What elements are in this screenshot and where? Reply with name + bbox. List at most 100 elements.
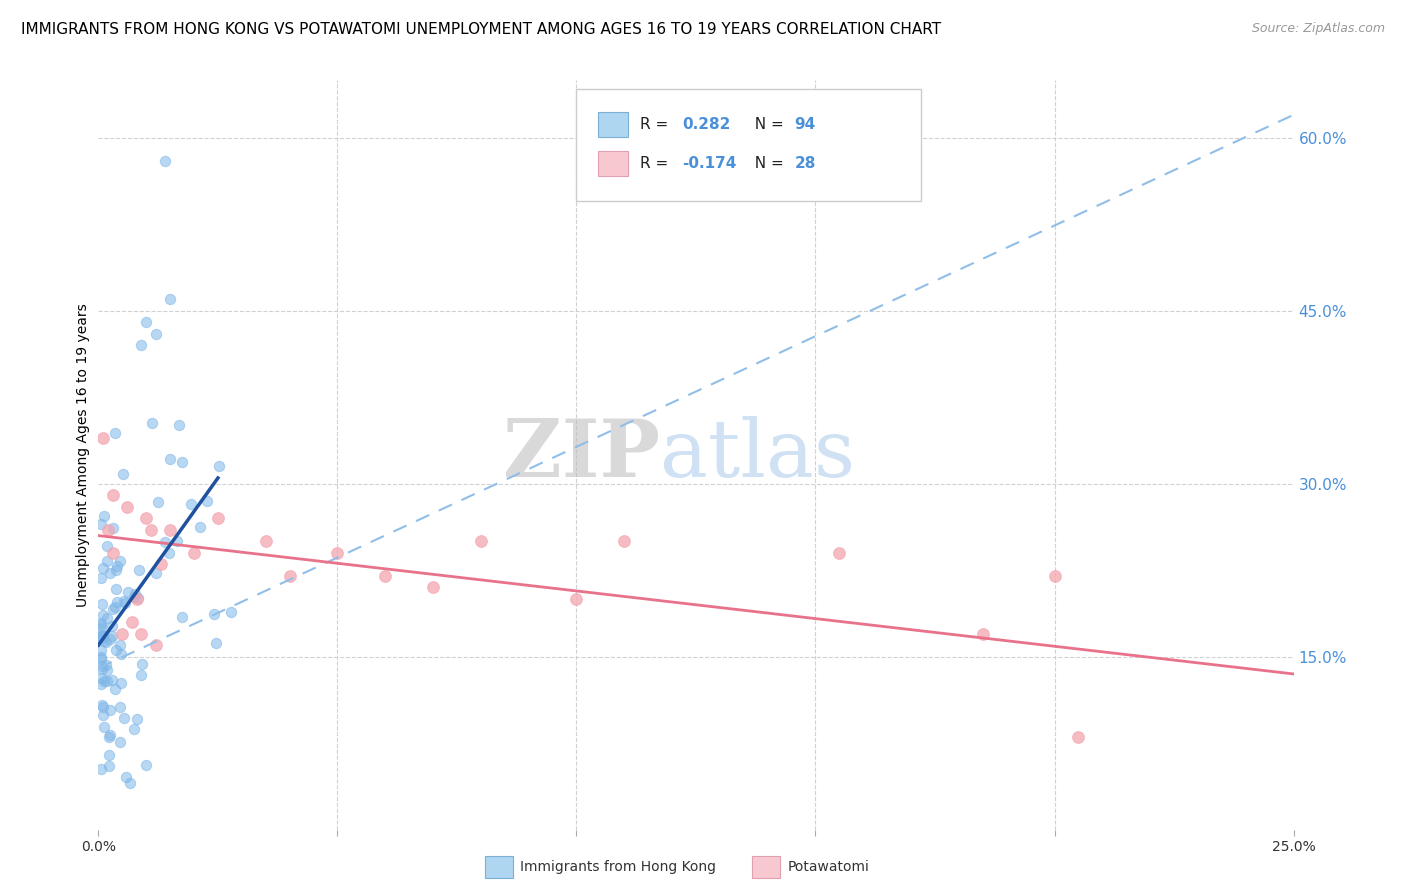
Point (565, 592, 588, 607)
Point (159, 546, 181, 560)
Point (91, 662, 114, 676)
Point (98, 703, 121, 717)
Point (104, 600, 127, 615)
Text: IMMIGRANTS FROM HONG KONG VS POTAWATOMI UNEMPLOYMENT AMONG AGES 16 TO 19 YEARS C: IMMIGRANTS FROM HONG KONG VS POTAWATOMI … (21, 22, 941, 37)
Point (145, 566, 167, 580)
Point (93, 720, 115, 734)
Point (101, 521, 124, 535)
Point (91, 707, 114, 722)
Point (97, 730, 120, 744)
Point (207, 511, 229, 525)
Point (112, 711, 135, 725)
Point (91, 597, 114, 611)
Point (145, 326, 167, 341)
Point (110, 676, 132, 690)
Point (90, 652, 112, 666)
Point (172, 609, 194, 624)
Point (90, 642, 112, 657)
Point (121, 615, 143, 629)
Point (128, 563, 150, 577)
Point (204, 607, 226, 621)
Point (828, 546, 851, 560)
Point (188, 519, 211, 533)
Point (90, 618, 112, 632)
Point (129, 668, 152, 682)
Point (115, 500, 138, 514)
Point (195, 494, 218, 508)
Point (90, 621, 112, 635)
Point (110, 554, 132, 568)
Point (180, 497, 202, 511)
Point (90, 762, 112, 776)
Text: atlas: atlas (661, 416, 855, 494)
Text: N =: N = (745, 156, 789, 170)
Point (124, 586, 146, 600)
Text: R =: R = (640, 156, 673, 170)
Point (96, 663, 118, 677)
Y-axis label: Unemployment Among Ages 16 to 19 years: Unemployment Among Ages 16 to 19 years (76, 303, 90, 607)
Point (91, 628, 114, 642)
Point (115, 770, 138, 784)
Point (96, 674, 118, 689)
Point (145, 638, 167, 652)
Point (166, 533, 188, 548)
Point (97, 523, 120, 537)
Point (112, 593, 135, 607)
Point (422, 581, 444, 595)
Point (90, 517, 112, 532)
Point (96, 539, 118, 553)
Point (94, 635, 117, 649)
Point (125, 592, 148, 607)
Point (118, 776, 141, 790)
Text: 0.282: 0.282 (682, 118, 730, 132)
Point (91, 431, 114, 445)
Point (105, 595, 128, 609)
Point (141, 417, 163, 431)
Point (972, 626, 994, 640)
Point (110, 638, 132, 652)
Text: Source: ZipAtlas.com: Source: ZipAtlas.com (1251, 22, 1385, 36)
Text: Immigrants from Hong Kong: Immigrants from Hong Kong (520, 860, 716, 874)
Point (159, 523, 181, 537)
Point (127, 591, 149, 606)
Point (139, 523, 162, 537)
Point (101, 546, 124, 560)
Text: 28: 28 (794, 156, 815, 170)
Point (93, 633, 115, 648)
Point (146, 495, 169, 509)
Point (90, 615, 112, 630)
Point (91, 607, 114, 622)
Point (91, 629, 114, 643)
Point (96, 553, 118, 567)
Point (167, 418, 190, 433)
Point (96, 658, 118, 673)
Point (205, 635, 228, 649)
Point (90, 631, 112, 645)
Point (90, 629, 112, 643)
Point (117, 585, 139, 599)
Point (159, 451, 181, 466)
Point (105, 582, 128, 597)
Text: Potawatomi: Potawatomi (787, 860, 869, 874)
Point (90, 571, 112, 585)
Point (131, 657, 153, 671)
Point (170, 455, 193, 469)
Point (101, 629, 124, 643)
Point (155, 534, 177, 549)
Point (326, 546, 349, 560)
Point (159, 293, 181, 307)
Point (98, 747, 121, 762)
Point (135, 511, 157, 525)
Point (104, 563, 127, 577)
Text: R =: R = (640, 118, 673, 132)
Point (111, 626, 134, 640)
Point (100, 673, 122, 688)
Point (208, 459, 231, 474)
Point (131, 338, 153, 352)
Point (135, 315, 157, 329)
Point (90, 677, 112, 691)
Point (90, 629, 112, 643)
Point (104, 682, 127, 697)
Point (96, 610, 118, 624)
Point (91, 659, 114, 673)
